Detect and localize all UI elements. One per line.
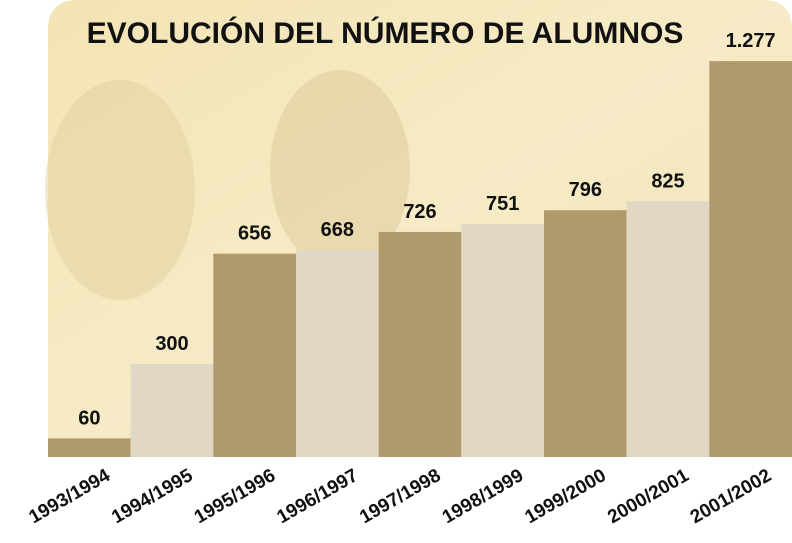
x-tick-label: 1997/1998 [356,465,444,528]
x-tick-label: 1994/1995 [108,465,197,528]
bar [379,232,462,457]
value-label: 656 [238,223,271,245]
value-label: 796 [569,179,602,201]
value-label: 1.277 [726,30,776,52]
bar [131,364,214,457]
x-tick-label: 1995/1996 [191,465,279,528]
chart-title: EVOLUCIÓN DEL NÚMERO DE ALUMNOS [87,16,684,50]
bar [213,254,296,457]
value-label: 60 [78,407,100,429]
bar [627,201,710,457]
value-label: 825 [651,170,684,192]
photo-shade [45,80,195,300]
bar [48,438,131,457]
x-tick-label: 2000/2001 [604,465,693,528]
bar [709,61,792,457]
value-label: 726 [403,201,436,223]
value-label: 751 [486,193,519,215]
value-label: 300 [155,333,188,355]
x-tick-label: 1996/1997 [274,465,362,528]
x-tick-label: 1993/1994 [26,465,115,528]
value-label: 668 [321,219,354,241]
bar [461,224,544,457]
x-tick-label: 2001/2002 [687,465,775,528]
x-tick-label: 1999/2000 [522,465,610,528]
x-tick-label: 1998/1999 [439,465,527,528]
bar [544,210,627,457]
chart: EVOLUCIÓN DEL NÚMERO DE ALUMNOS 60 1993/1… [0,0,792,543]
bar [296,250,379,457]
